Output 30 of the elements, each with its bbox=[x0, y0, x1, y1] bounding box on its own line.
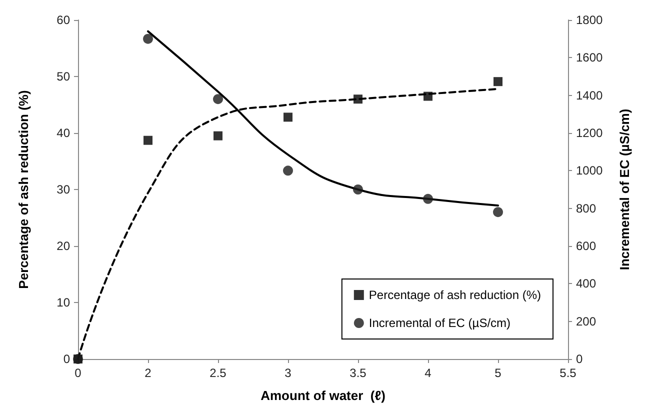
x-tick-label: 3.5 bbox=[350, 366, 367, 380]
y2-axis-title: Incremental of EC (µS/cm) bbox=[617, 108, 632, 270]
y-tick-label: 40 bbox=[56, 126, 70, 140]
y-tick-label: 60 bbox=[56, 13, 70, 27]
y2-tick-label: 1400 bbox=[576, 88, 604, 102]
y2-tick-label: 1800 bbox=[576, 13, 604, 27]
y2-tick-label: 1600 bbox=[576, 50, 604, 65]
y-tick-label: 20 bbox=[56, 239, 70, 253]
y2-tick-label: 800 bbox=[576, 201, 596, 216]
y2-tick-label: 0 bbox=[576, 352, 583, 366]
y-tick-label: 30 bbox=[56, 182, 70, 196]
y-tick-label: 10 bbox=[56, 296, 70, 310]
y-axis-title: Percentage of ash reduction (%) bbox=[16, 90, 31, 289]
y2-tick-label: 1200 bbox=[576, 126, 604, 140]
x-axis-title: Amount of water (ℓ) bbox=[260, 388, 386, 403]
y2-tick-label: 1000 bbox=[576, 164, 604, 178]
y2-tick-label: 600 bbox=[576, 239, 596, 253]
legend-label: Percentage of ash reduction (%) bbox=[368, 288, 542, 302]
y-tick-label: 0 bbox=[63, 352, 70, 366]
y2-tick-label: 400 bbox=[576, 276, 596, 291]
x-tick-label: 5.5 bbox=[560, 366, 577, 380]
x-tick-label: 4 bbox=[424, 366, 432, 380]
y-tick-label: 50 bbox=[56, 70, 70, 84]
y2-tick-label: 200 bbox=[576, 314, 596, 328]
x-tick-label: 3 bbox=[284, 366, 292, 380]
x-tick-label: 2 bbox=[144, 366, 152, 380]
x-tick-label: 2.5 bbox=[210, 366, 227, 380]
x-tick-label: 0 bbox=[74, 366, 82, 380]
x-tick-label: 5 bbox=[494, 366, 502, 380]
legend-label: Incremental of EC (µS/cm) bbox=[368, 316, 511, 330]
